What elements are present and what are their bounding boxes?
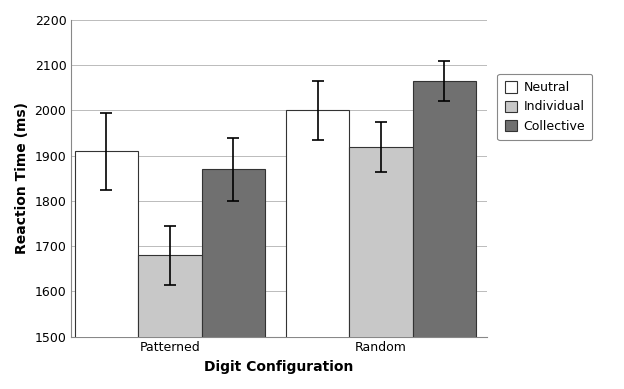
Bar [75, 151, 138, 389]
Bar [413, 81, 476, 389]
Bar [286, 110, 349, 389]
Bar [202, 169, 265, 389]
Bar [138, 255, 202, 389]
Bar [349, 147, 413, 389]
X-axis label: Digit Configuration: Digit Configuration [204, 360, 354, 374]
Y-axis label: Reaction Time (ms): Reaction Time (ms) [15, 102, 29, 254]
Legend: Neutral, Individual, Collective: Neutral, Individual, Collective [497, 74, 593, 140]
